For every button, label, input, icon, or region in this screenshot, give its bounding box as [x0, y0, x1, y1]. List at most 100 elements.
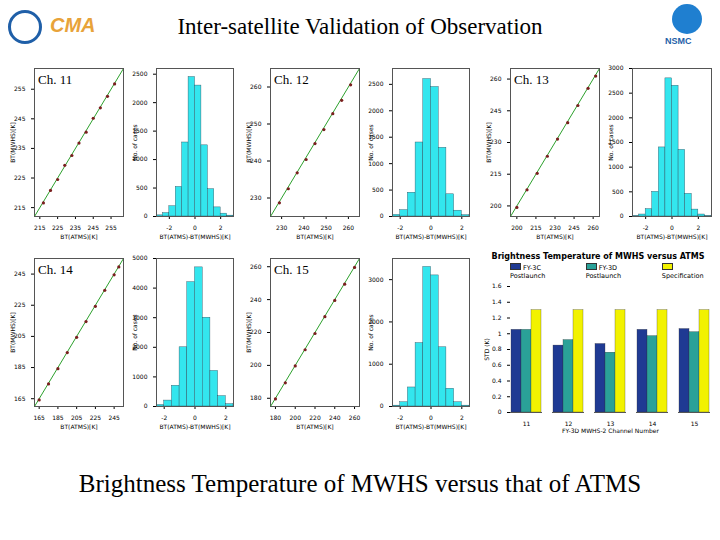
svg-text:4000: 4000 — [132, 284, 147, 291]
svg-text:220: 220 — [250, 328, 262, 335]
svg-text:235: 235 — [70, 224, 82, 231]
svg-text:BT(ATMS)[K]: BT(ATMS)[K] — [60, 423, 97, 430]
svg-text:165: 165 — [33, 414, 45, 421]
svg-text:11: 11 — [523, 420, 531, 427]
svg-text:-2: -2 — [166, 224, 172, 231]
svg-text:BT(ATMS)[K]: BT(ATMS)[K] — [60, 233, 97, 240]
svg-text:0: 0 — [620, 212, 624, 219]
svg-text:BT(MWHS)[K]: BT(MWHS)[K] — [485, 122, 492, 163]
svg-text:5000: 5000 — [132, 254, 147, 261]
svg-text:0: 0 — [429, 414, 433, 421]
svg-text:2: 2 — [224, 414, 228, 421]
svg-text:200: 200 — [289, 414, 301, 421]
svg-text:FY-3D MWHS-2 Channel Number: FY-3D MWHS-2 Channel Number — [562, 427, 659, 434]
svg-text:220: 220 — [309, 414, 321, 421]
svg-text:250: 250 — [320, 224, 332, 231]
svg-text:-2: -2 — [397, 414, 403, 421]
svg-text:2: 2 — [460, 224, 464, 231]
svg-text:240: 240 — [298, 224, 310, 231]
svg-text:185: 185 — [14, 363, 26, 370]
svg-text:No. of cases: No. of cases — [607, 124, 614, 160]
svg-text:1.4: 1.4 — [492, 298, 502, 305]
svg-text:No. of cases: No. of cases — [367, 124, 374, 160]
svg-text:BT(ATMS)[K]: BT(ATMS)[K] — [536, 233, 573, 240]
svg-text:235: 235 — [14, 144, 26, 151]
svg-text:BT(ATMS)-BT(MWHS)[K]: BT(ATMS)-BT(MWHS)[K] — [159, 233, 230, 240]
svg-text:260: 260 — [349, 414, 361, 421]
svg-text:215: 215 — [14, 204, 26, 211]
svg-text:200: 200 — [511, 224, 523, 231]
svg-text:180: 180 — [270, 414, 282, 421]
svg-text:0: 0 — [670, 224, 674, 231]
svg-text:2: 2 — [219, 224, 223, 231]
svg-text:-2: -2 — [397, 224, 403, 231]
svg-text:0.8: 0.8 — [492, 345, 502, 352]
svg-text:255: 255 — [105, 224, 117, 231]
svg-text:1.6: 1.6 — [492, 282, 502, 289]
svg-text:0: 0 — [380, 402, 384, 409]
svg-text:245: 245 — [108, 414, 120, 421]
svg-text:BT(MWHS)[K]: BT(MWHS)[K] — [9, 122, 16, 163]
svg-text:225: 225 — [14, 301, 26, 308]
svg-text:240: 240 — [250, 157, 262, 164]
svg-text:0: 0 — [144, 402, 148, 409]
svg-text:215: 215 — [530, 224, 542, 231]
svg-text:245: 245 — [14, 115, 26, 122]
svg-text:225: 225 — [90, 414, 102, 421]
svg-text:245: 245 — [490, 107, 502, 114]
svg-text:165: 165 — [14, 395, 26, 402]
svg-text:500: 500 — [372, 186, 384, 193]
svg-text:STD (K): STD (K) — [483, 338, 490, 361]
svg-text:15: 15 — [691, 420, 699, 427]
svg-text:1: 1 — [498, 330, 502, 337]
svg-text:2: 2 — [696, 224, 700, 231]
svg-text:0: 0 — [193, 224, 197, 231]
svg-text:230: 230 — [250, 194, 262, 201]
svg-text:245: 245 — [14, 270, 26, 277]
svg-text:BT(MWHS)[K]: BT(MWHS)[K] — [9, 312, 16, 353]
svg-text:245: 245 — [88, 224, 100, 231]
svg-text:200: 200 — [490, 202, 502, 209]
svg-text:240: 240 — [329, 414, 341, 421]
svg-text:2500: 2500 — [368, 80, 383, 87]
svg-text:245: 245 — [568, 224, 580, 231]
svg-text:180: 180 — [250, 394, 262, 401]
svg-text:225: 225 — [14, 174, 26, 181]
svg-text:3000: 3000 — [368, 276, 383, 283]
svg-text:2500: 2500 — [132, 70, 147, 77]
svg-text:260: 260 — [490, 75, 502, 82]
svg-text:BT(ATMS)[K]: BT(ATMS)[K] — [296, 423, 333, 430]
svg-text:215: 215 — [34, 224, 46, 231]
svg-text:BT(ATMS)-BT(MWHS)[K]: BT(ATMS)-BT(MWHS)[K] — [395, 423, 466, 430]
svg-text:205: 205 — [71, 414, 83, 421]
svg-text:2000: 2000 — [132, 99, 147, 106]
svg-text:215: 215 — [490, 170, 502, 177]
svg-text:205: 205 — [14, 332, 26, 339]
svg-text:185: 185 — [52, 414, 64, 421]
svg-text:260: 260 — [250, 263, 262, 270]
svg-text:1000: 1000 — [368, 360, 383, 367]
svg-text:230: 230 — [549, 224, 561, 231]
svg-text:BT(ATMS)[K]: BT(ATMS)[K] — [296, 233, 333, 240]
svg-text:0.4: 0.4 — [492, 377, 502, 384]
svg-text:0: 0 — [193, 414, 197, 421]
svg-text:240: 240 — [250, 296, 262, 303]
svg-text:2000: 2000 — [608, 114, 623, 121]
svg-text:0: 0 — [380, 212, 384, 219]
svg-text:-2: -2 — [643, 224, 649, 231]
svg-text:0: 0 — [498, 408, 502, 415]
svg-text:250: 250 — [250, 120, 262, 127]
svg-text:0: 0 — [429, 224, 433, 231]
svg-text:1.2: 1.2 — [492, 314, 502, 321]
svg-text:500: 500 — [612, 188, 624, 195]
svg-text:BT(ATMS)-BT(MWHS)[K]: BT(ATMS)-BT(MWHS)[K] — [636, 233, 707, 240]
svg-text:No. of cases: No. of cases — [131, 314, 138, 350]
svg-text:260: 260 — [343, 224, 355, 231]
svg-text:2500: 2500 — [608, 89, 623, 96]
svg-text:500: 500 — [136, 184, 148, 191]
svg-text:BT(MWHS)[K]: BT(MWHS)[K] — [245, 122, 252, 163]
svg-text:260: 260 — [250, 83, 262, 90]
svg-text:1000: 1000 — [608, 163, 623, 170]
svg-text:-2: -2 — [161, 414, 167, 421]
svg-text:No. of cases: No. of cases — [367, 314, 374, 350]
